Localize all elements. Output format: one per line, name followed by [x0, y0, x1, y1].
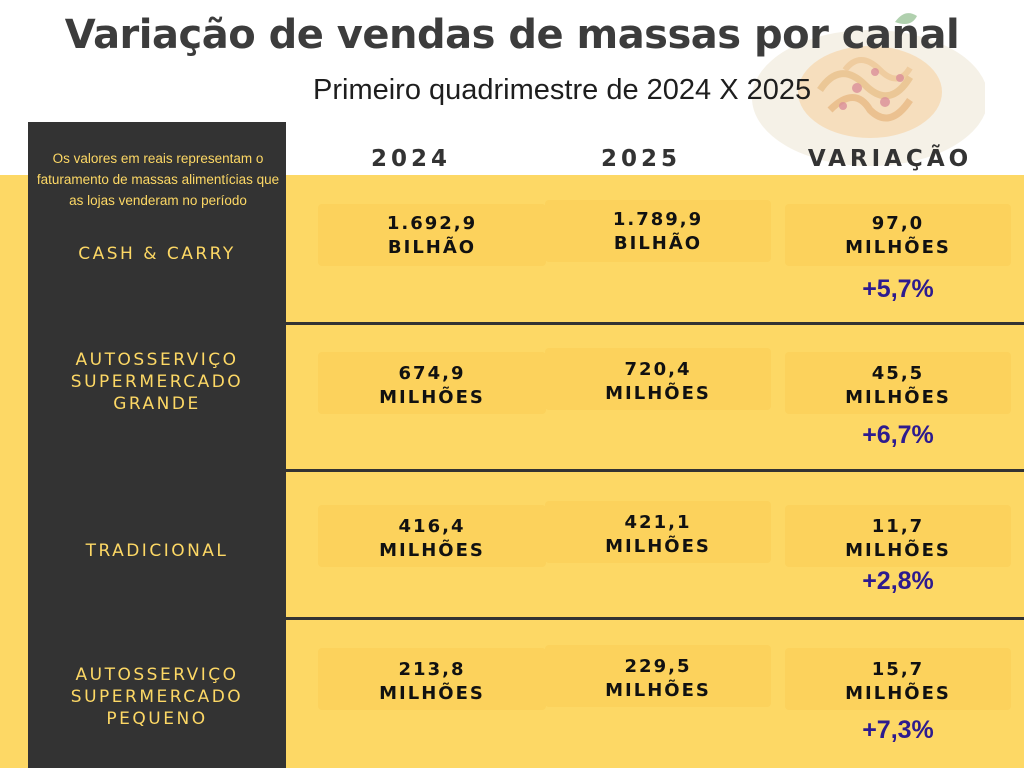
cell-value: 674,9 [398, 363, 466, 384]
row-divider [285, 617, 1024, 620]
cell-2024: 213,8 MILHÕES [318, 658, 546, 706]
cell-background [545, 348, 771, 410]
cell-2024: 1.692,9 BILHÃO [318, 212, 546, 260]
cell-unit: MILHÕES [605, 536, 711, 557]
cell-unit: BILHÃO [387, 237, 477, 258]
cell-unit: MILHÕES [845, 237, 951, 258]
cell-background [785, 204, 1011, 266]
channel-label: AUTOSSERVIÇO SUPERMERCADO GRANDE [70, 350, 244, 414]
cell-2025: 720,4 MILHÕES [545, 358, 771, 406]
cell-value: 1.692,9 [386, 213, 478, 234]
row-divider [285, 322, 1024, 325]
cell-unit: MILHÕES [605, 383, 711, 404]
page-title: Variação de vendas de massas por canal [64, 12, 960, 58]
cell-background [785, 505, 1011, 567]
channel-label: AUTOSSERVIÇO SUPERMERCADO PEQUENO [70, 665, 244, 729]
cell-background [785, 648, 1011, 710]
cell-background [318, 352, 546, 414]
cell-2025: 1.789,9 BILHÃO [545, 208, 771, 256]
row-divider [285, 469, 1024, 472]
percent-change: +6,7% [862, 421, 934, 449]
column-header-2025: 2025 [600, 146, 681, 172]
channel-label: TRADICIONAL [85, 541, 229, 561]
cell-background [318, 204, 546, 266]
cell-unit: MILHÕES [379, 540, 485, 561]
cell-variation: 11,7 MILHÕES [785, 515, 1011, 563]
cell-unit: MILHÕES [379, 387, 485, 408]
cell-unit: MILHÕES [605, 680, 711, 701]
column-header-2024: 2024 [370, 146, 451, 172]
cell-variation: 97,0 MILHÕES [785, 212, 1011, 260]
cell-background [318, 648, 546, 710]
cell-unit: MILHÕES [845, 683, 951, 704]
cell-background [545, 501, 771, 563]
cell-variation: 45,5 MILHÕES [785, 362, 1011, 410]
page-subtitle: Primeiro quadrimestre de 2024 X 2025 [313, 74, 812, 106]
values-note: Os valores em reais representam o fatura… [36, 151, 280, 208]
cell-unit: MILHÕES [379, 683, 485, 704]
channel-sidebar [28, 122, 286, 768]
pasta-plate-illustration [745, 0, 985, 175]
cell-unit: BILHÃO [613, 233, 703, 254]
cell-unit: MILHÕES [845, 540, 951, 561]
cell-2025: 421,1 MILHÕES [545, 511, 771, 559]
cell-value: 1.789,9 [612, 209, 704, 230]
cell-2025: 229,5 MILHÕES [545, 655, 771, 703]
cell-background [545, 645, 771, 707]
cell-2024: 674,9 MILHÕES [318, 362, 546, 410]
cell-value: 45,5 [871, 363, 925, 384]
cell-value: 416,4 [398, 516, 466, 537]
cell-background [785, 352, 1011, 414]
cell-value: 97,0 [871, 213, 925, 234]
cell-value: 229,5 [624, 656, 692, 677]
cell-background [545, 200, 771, 262]
percent-change: +7,3% [862, 716, 934, 744]
cell-value: 421,1 [624, 512, 692, 533]
cell-background [318, 505, 546, 567]
percent-change: +5,7% [862, 275, 934, 303]
channel-label: CASH & CARRY [78, 244, 236, 264]
cell-value: 15,7 [871, 659, 925, 680]
cell-value: 11,7 [871, 516, 925, 537]
cell-variation: 15,7 MILHÕES [785, 658, 1011, 706]
cell-value: 213,8 [398, 659, 466, 680]
column-header-variation: VARIAÇÃO [807, 146, 973, 172]
cell-unit: MILHÕES [845, 387, 951, 408]
cell-value: 720,4 [624, 359, 692, 380]
percent-change: +2,8% [862, 567, 934, 595]
cell-2024: 416,4 MILHÕES [318, 515, 546, 563]
